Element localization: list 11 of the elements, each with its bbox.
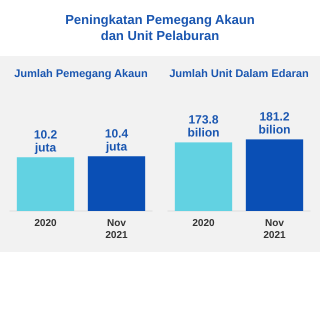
chart-subtitle: Jumlah Pemegang Akaun — [13, 68, 149, 82]
x-tick-label: Nov 2021 — [263, 218, 286, 241]
x-tick-label: 2020 — [34, 218, 58, 229]
data-label: 10.2 juta — [34, 128, 58, 155]
x-tick-label: 2020 — [192, 218, 216, 229]
data-label: 10.4 juta — [104, 126, 128, 154]
chart-title: Peningkatan Pemegang Akaun dan Unit Pelaburan — [64, 12, 256, 44]
data-label: 173.8 bilion — [188, 112, 220, 140]
x-tick-label: Nov 2021 — [105, 218, 128, 241]
chart-subtitle: Jumlah Unit Dalam Edaran — [169, 68, 309, 82]
data-label: 181.2 bilion — [258, 110, 290, 137]
